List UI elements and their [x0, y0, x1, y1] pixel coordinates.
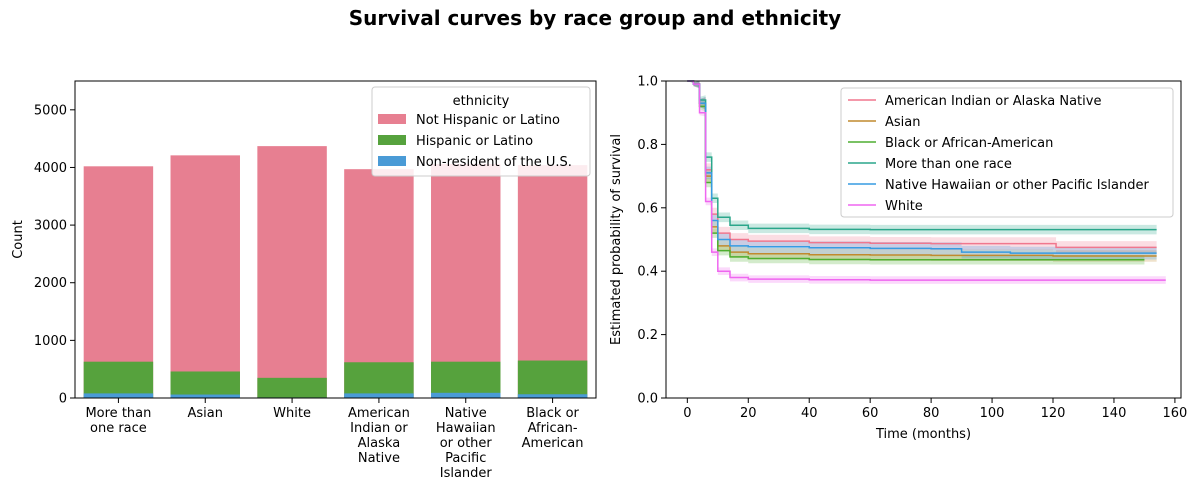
survival-legend-label: Asian [885, 115, 920, 130]
x-tick-label: Asian [188, 406, 223, 421]
y-tick-label: 1.0 [637, 75, 658, 90]
bar-1-1 [170, 371, 240, 398]
x-tick-label: 20 [740, 406, 757, 421]
y-tick-label: 0.8 [637, 138, 658, 153]
x-tick-label: American [348, 406, 410, 421]
bar-0-5 [517, 165, 588, 398]
x-tick-label: Alaska [358, 436, 401, 451]
bar-legend-swatch [378, 114, 406, 124]
x-tick-label: 160 [1162, 406, 1187, 421]
figure-title: Survival curves by race group and ethnic… [348, 6, 842, 30]
survival-axes-frame [665, 80, 1182, 399]
bar-1-0 [83, 361, 154, 398]
bar-2-5 [517, 394, 588, 398]
y-tick-label: 4000 [34, 161, 67, 176]
bar-1-2 [257, 377, 327, 398]
bar-0-3 [344, 169, 414, 398]
survival-legend-label: Native Hawaiian or other Pacific Islande… [885, 178, 1149, 193]
x-tick-label: 140 [1102, 406, 1127, 421]
y-tick-label: 3000 [34, 219, 67, 234]
survival-legend-label: American Indian or Alaska Native [885, 94, 1101, 109]
x-tick-label: 60 [862, 406, 879, 421]
bar-0-0 [83, 166, 154, 398]
ci-band-0 [687, 81, 1157, 254]
bar-2-4 [431, 392, 501, 398]
x-tick-label: Hawaiian [436, 421, 496, 436]
bar-legend-box [371, 86, 591, 177]
bar-legend-swatch [378, 156, 406, 166]
survival-line-5 [687, 80, 1166, 281]
bar-0-4 [431, 163, 501, 398]
survival-legend: American Indian or Alaska Native Asian Bla… [840, 87, 1174, 218]
bar-legend: ethnicity Not Hispanic or Latino Hispanic … [371, 86, 591, 177]
survival-line-4 [687, 80, 1157, 254]
x-tick-label: 120 [1041, 406, 1066, 421]
bar-2-3 [344, 393, 414, 398]
x-tick-label: Indian or [350, 421, 408, 436]
x-tick-label: More than [85, 406, 151, 421]
x-tick-label: Black or [526, 406, 579, 421]
bar-axes-frame [74, 80, 597, 399]
x-tick-label: Native [358, 451, 400, 466]
y-tick-label: 5000 [34, 103, 67, 118]
bar-2-0 [83, 393, 154, 398]
x-tick-label: Native [445, 406, 487, 421]
bar-y-axis-label: Count [11, 220, 26, 259]
survival-x-axis-label: Time (months) [875, 427, 971, 442]
y-tick-label: 1000 [34, 334, 67, 349]
bar-0-1 [170, 155, 240, 398]
y-tick-label: 0 [59, 392, 67, 407]
x-tick-label: 100 [980, 406, 1005, 421]
x-tick-label: Pacific [445, 451, 486, 466]
x-tick-label: American [522, 436, 584, 451]
survival-legend-label: White [885, 199, 923, 214]
survival-plot: 0 20 40 60 80 100 120 140 160 0.0 0.2 0.4 0.6 0.8 1.0 T… [609, 75, 1187, 443]
x-tick-label: 80 [923, 406, 940, 421]
x-tick-label: or other [440, 436, 493, 451]
bar-1-5 [517, 360, 588, 398]
survival-legend-box [840, 87, 1174, 218]
x-tick-label: White [273, 406, 311, 421]
bar-2-1 [170, 394, 240, 398]
x-tick-label: Islander [440, 466, 493, 481]
bar-legend-title: ethnicity [453, 94, 510, 109]
bar-legend-label: Hispanic or Latino [416, 134, 533, 149]
y-tick-label: 0.0 [637, 392, 658, 407]
x-tick-label: 0 [683, 406, 691, 421]
x-tick-label: African- [528, 421, 578, 436]
x-tick-label: 40 [801, 406, 818, 421]
bar-legend-label: Not Hispanic or Latino [416, 113, 560, 128]
bar-legend-label: Non-resident of the U.S. [416, 155, 572, 170]
x-tick-label: one race [90, 421, 147, 436]
y-tick-label: 0.6 [637, 201, 658, 216]
survival-legend-label: More than one race [885, 157, 1012, 172]
bar-1-3 [344, 362, 414, 398]
y-tick-label: 0.4 [637, 265, 658, 280]
survival-y-axis-label: Estimated probability of survival [609, 134, 624, 345]
y-tick-label: 0.2 [637, 328, 658, 343]
bar-legend-swatch [378, 135, 406, 145]
bar-0-2 [257, 146, 327, 398]
bar-1-4 [431, 361, 501, 398]
y-tick-label: 2000 [34, 276, 67, 291]
survival-legend-label: Black or African-American [885, 136, 1053, 151]
ci-band-4 [687, 81, 1157, 260]
